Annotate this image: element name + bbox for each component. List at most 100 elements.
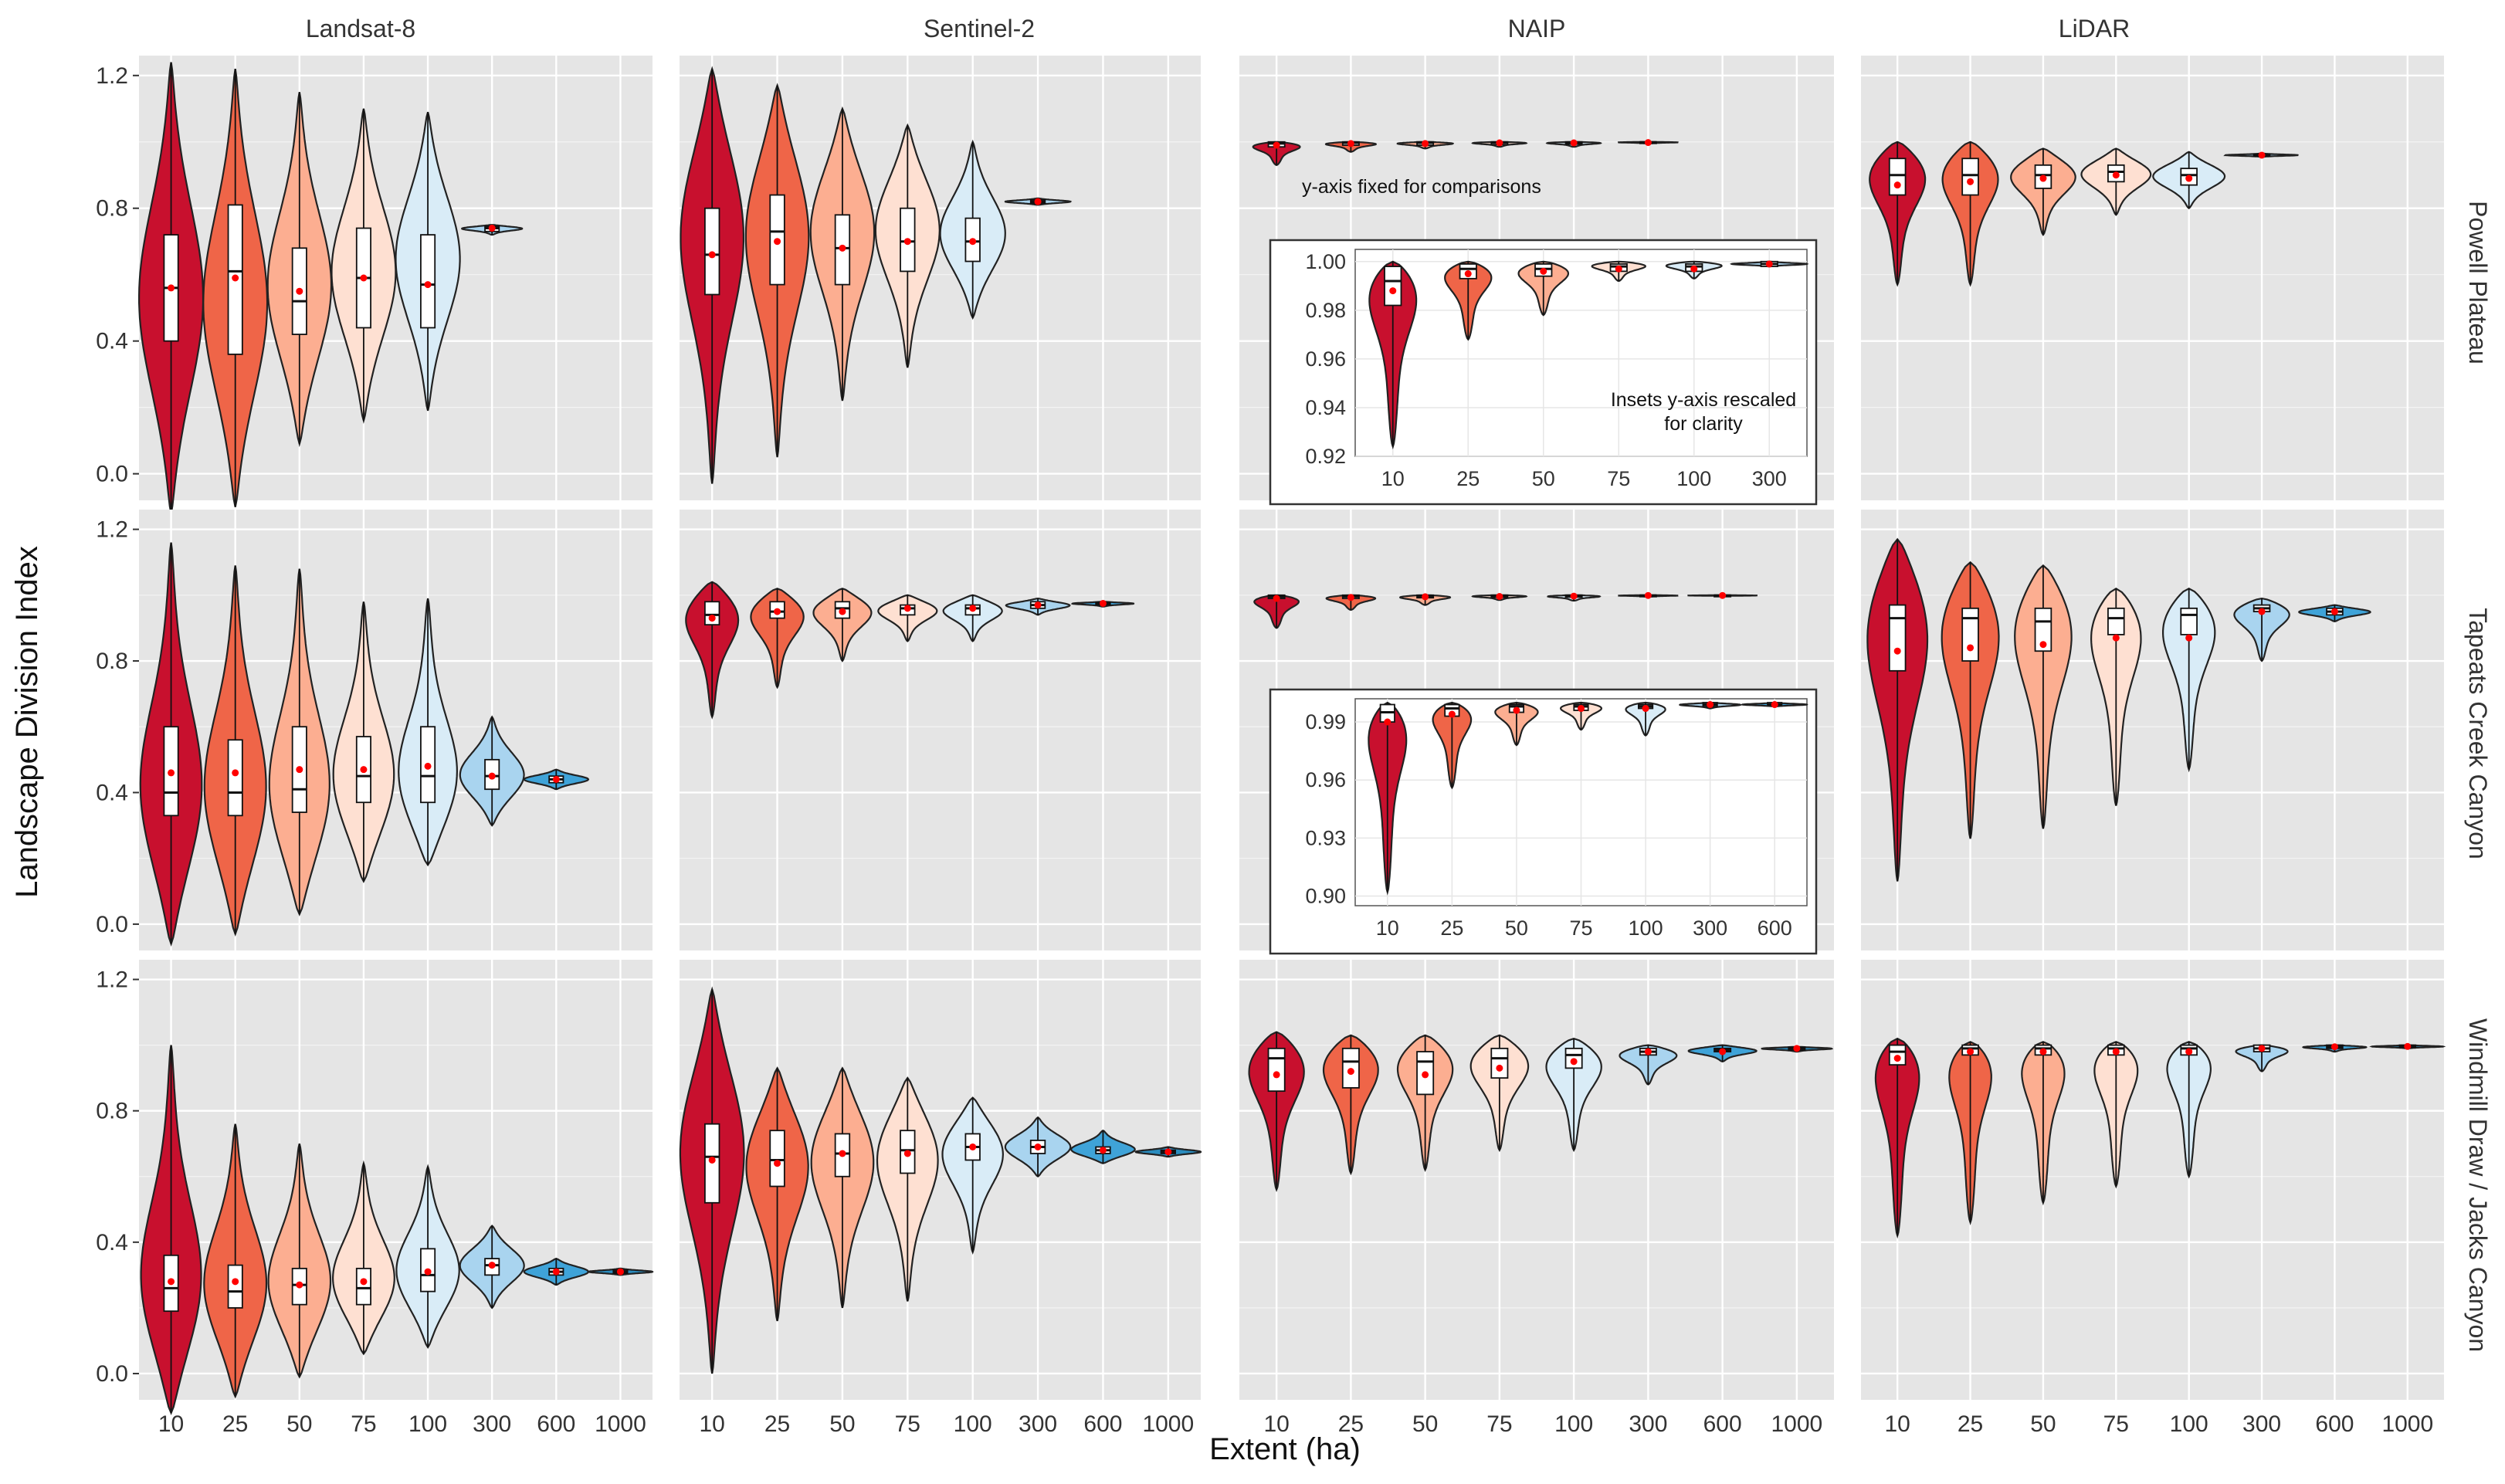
violin-landsat-8-10-mean-dot — [168, 1278, 175, 1286]
inset-x-tick-label: 50 — [1532, 467, 1555, 490]
violin-landsat-8-25-mean-dot — [232, 769, 239, 777]
violin-sentinel-2-1000-mean-dot — [1164, 1148, 1172, 1156]
inset-y-tick-label: 1.00 — [1305, 250, 1346, 273]
inset-violin-100-mean-dot — [1642, 705, 1649, 713]
violin-landsat-8-300-mean-dot — [488, 772, 496, 780]
inset-powell-plateau: 0.92 0.94 0.96 0.98 1.00 10 25 50 75 100 300 — [1269, 239, 1818, 506]
violin-sentinel-2-75-mean-dot — [903, 1150, 911, 1157]
violin-sentinel-2-50-mean-dot — [839, 1150, 846, 1157]
violin-naip-25-mean-dot — [1347, 1068, 1354, 1076]
inset-violin-300-mean-dot — [1765, 260, 1773, 268]
inset-violin-300-mean-dot — [1707, 701, 1714, 709]
x-tick-label: 600 — [1083, 1411, 1122, 1437]
inset-y-tick-label: 0.96 — [1305, 768, 1346, 791]
violin-sentinel-2-300-mean-dot — [1034, 1143, 1042, 1150]
panel-windmill-draw-jacks-canyon-sentinel-2: 10 25 50 75 100 300 600 1000 — [679, 960, 1202, 1437]
inset-y-tick-label: 0.93 — [1305, 826, 1346, 849]
panel-windmill-draw-jacks-canyon-landsat-8: 0.0 0.4 0.8 1.2 10 25 50 75 100 300 600 1000 — [96, 960, 654, 1437]
violin-lidar-10-box — [1888, 158, 1907, 196]
violin-landsat-8-10-mean-dot — [168, 284, 175, 292]
violin-lidar-25-box — [1961, 607, 1979, 662]
x-tick-label: 10 — [1885, 1411, 1910, 1437]
x-tick-label: 10 — [1263, 1411, 1289, 1437]
inset-x-tick-label: 300 — [1693, 916, 1727, 940]
x-tick-label: 300 — [1629, 1411, 1667, 1437]
inset-x-tick-label: 50 — [1505, 916, 1528, 940]
inset-x-tick-label: 25 — [1456, 467, 1480, 490]
col-title-landsat8: Landsat-8 — [306, 15, 415, 42]
x-tick-label: 10 — [158, 1411, 184, 1437]
panel-tapeats-creek-canyon-lidar-background — [1861, 510, 2444, 950]
inset-violin-75-mean-dot — [1578, 705, 1585, 713]
violin-naip-75-mean-dot — [1496, 592, 1503, 600]
violin-naip-10-mean-dot — [1273, 595, 1280, 602]
inset-x-tick-label: 25 — [1440, 916, 1463, 940]
x-tick-label: 50 — [829, 1411, 855, 1437]
x-tick-label: 1000 — [2381, 1411, 2433, 1437]
violin-lidar-25-mean-dot — [1967, 1048, 1975, 1055]
inset-rescaled-note-line1: Insets y-axis rescaled — [1611, 389, 1796, 411]
violin-lidar-600-mean-dot — [2330, 1043, 2338, 1051]
inset-y-tick-label: 0.96 — [1305, 347, 1346, 371]
violin-naip-100-mean-dot — [1570, 592, 1578, 600]
y-tick-label: 1.2 — [96, 517, 128, 543]
x-tick-label: 100 — [954, 1411, 992, 1437]
violin-sentinel-2-100-mean-dot — [969, 238, 977, 246]
inset-x-tick-label: 300 — [1752, 467, 1787, 490]
x-tick-label: 25 — [1338, 1411, 1364, 1437]
x-tick-label: 1000 — [1771, 1411, 1823, 1437]
violin-lidar-1000-mean-dot — [2404, 1042, 2412, 1050]
x-tick-label: 50 — [1412, 1411, 1438, 1437]
violin-lidar-75-mean-dot — [2112, 171, 2120, 179]
violin-naip-300-mean-dot — [1644, 1048, 1652, 1055]
inset-y-tick-label: 0.98 — [1305, 299, 1346, 322]
violin-lidar-25-mean-dot — [1967, 178, 1975, 185]
inset-x-tick-label: 75 — [1569, 916, 1592, 940]
x-tick-label: 75 — [1486, 1411, 1512, 1437]
y-tick-label: 0.4 — [96, 780, 128, 805]
violin-naip-75-box — [1490, 1047, 1509, 1079]
panel-windmill-draw-jacks-canyon-lidar: 10 25 50 75 100 300 600 1000 — [1861, 960, 2446, 1437]
violin-landsat-8-50-mean-dot — [296, 766, 303, 774]
violin-landsat-8-100-mean-dot — [424, 1268, 432, 1276]
violin-naip-300-mean-dot — [1644, 591, 1652, 599]
violin-naip-75-mean-dot — [1496, 139, 1503, 147]
inset-rescaled-note-line2: for clarity — [1664, 413, 1743, 435]
inset-violin-100-mean-dot — [1690, 265, 1698, 273]
row-title-windmill-draw: Windmill Draw / Jacks Canyon — [2464, 1018, 2492, 1352]
violin-landsat-8-600-mean-dot — [552, 1268, 560, 1276]
violin-lidar-300-mean-dot — [2258, 151, 2266, 159]
violin-landsat-8-100-mean-dot — [424, 281, 432, 289]
x-tick-label: 100 — [1554, 1411, 1593, 1437]
x-axis-label: Extent (ha) — [1209, 1432, 1361, 1466]
x-tick-label: 100 — [2170, 1411, 2208, 1437]
violin-naip-600-mean-dot — [1719, 591, 1727, 599]
x-tick-label: 600 — [537, 1411, 575, 1437]
violin-lidar-50-mean-dot — [2039, 174, 2047, 182]
row-title-powell-plateau: Powell Plateau — [2464, 201, 2492, 364]
violin-landsat-8-10-mean-dot — [168, 769, 175, 777]
violin-sentinel-2-600-mean-dot — [1099, 1147, 1107, 1154]
violin-sentinel-2-300-mean-dot — [1034, 601, 1042, 609]
violin-sentinel-2-10-mean-dot — [708, 1156, 716, 1164]
y-tick-label: 0.8 — [96, 1099, 128, 1124]
violin-naip-75-mean-dot — [1496, 1064, 1503, 1072]
violin-lidar-100-box — [2180, 607, 2198, 635]
violin-naip-10-mean-dot — [1273, 141, 1280, 149]
violin-sentinel-2-75-mean-dot — [903, 238, 911, 246]
panel-tapeats-creek-canyon-sentinel-2 — [680, 510, 1201, 950]
violin-lidar-10-box — [1888, 604, 1907, 672]
panel-tapeats-creek-canyon-landsat-8: 0.0 0.4 0.8 1.2 — [96, 510, 653, 950]
x-tick-label: 100 — [408, 1411, 447, 1437]
inset-plot-area — [1354, 249, 1808, 457]
violin-landsat-8-600-mean-dot — [552, 775, 560, 783]
inset-violin-10-box — [1384, 266, 1402, 307]
violin-naip-100-mean-dot — [1570, 1058, 1578, 1066]
violin-sentinel-2-10-box — [704, 601, 720, 626]
violin-landsat-8-75-mean-dot — [360, 1278, 368, 1286]
violin-lidar-25-box — [1961, 158, 1979, 196]
inset-x-tick-label: 100 — [1629, 916, 1663, 940]
violin-lidar-25-mean-dot — [1967, 644, 1975, 652]
col-title-lidar: LiDAR — [2059, 15, 2130, 42]
